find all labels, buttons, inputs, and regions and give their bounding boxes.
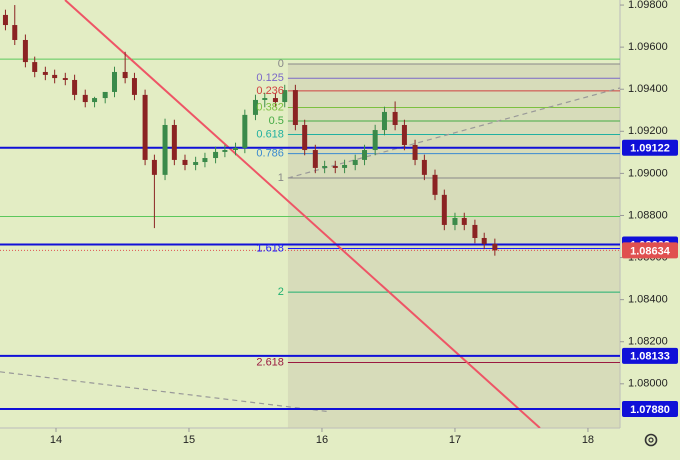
price-badge-label: 1.07880 [630,404,670,416]
candle-body [82,94,88,103]
fib-area [287,63,620,428]
y-tick-label: 1.09600 [628,41,668,53]
y-tick-label: 1.08400 [628,294,668,306]
candle-body [102,91,108,99]
candle-body [112,71,118,92]
gear[interactable] [644,433,658,447]
candle-body [452,217,458,225]
plot [0,0,620,428]
candle-body [272,98,278,103]
y-tick-label: 1.09000 [628,167,668,179]
candle-body [302,124,308,151]
candle-body [222,150,228,152]
candle-body [32,62,38,72]
candle-body [242,114,248,148]
candle-body [213,151,219,159]
x-tick-label: 16 [316,434,328,446]
y-tick-label: 1.08000 [628,378,668,390]
candle-body [362,150,368,160]
price-badge [622,139,678,156]
fib-label: 0.618 [256,128,284,140]
fib-label: 0.236 [256,85,284,97]
candle-body [461,217,467,225]
candle-body [202,158,208,163]
candle-body [481,237,487,244]
candle-body [62,78,68,80]
candle-body [292,90,298,125]
trend-line [0,371,331,413]
candle-body [472,224,478,238]
x-tick-label: 15 [183,434,195,446]
candle-body [421,159,427,175]
fib-label: 1 [278,172,284,184]
price-badge-label: 1.08634 [630,245,671,257]
candle-body [142,94,148,160]
x-tick-label: 14 [50,434,62,446]
candle-body [401,124,407,145]
candle-body [432,174,438,195]
candle-body [182,159,188,165]
fib-label: 0.125 [256,72,284,84]
fib-label: 2.618 [256,356,284,368]
candle-body [233,147,239,151]
y-tick-label: 1.09400 [628,83,668,95]
candle-body [282,90,288,103]
candle-body [72,79,78,95]
candle-body [492,243,498,251]
candle-body [92,98,98,103]
candle-body [412,144,418,160]
candle-body [131,78,137,95]
candle-body [12,25,18,40]
candle-body [22,39,28,63]
candle-body [372,130,378,151]
candle-body [352,159,358,165]
candle-body [322,166,328,168]
y-tick-label: 1.08800 [628,209,668,221]
candle-body [392,111,398,125]
y-tick-label: 1.09800 [628,0,668,11]
price-badge [622,347,678,364]
trend-line [287,87,620,179]
candle-body [252,99,258,115]
x-tick-label: 18 [582,434,594,446]
fib-label: 0.5 [269,115,284,127]
candle-body [342,164,348,168]
price-badge-label: 1.09122 [630,143,670,155]
fib-label: 0 [278,58,284,70]
candle-body [262,98,268,100]
price-badge [622,401,678,418]
settings-icon[interactable] [644,433,658,447]
fib-label: 2 [278,286,284,298]
candle-body [193,162,199,165]
fib-label: 0.786 [256,148,284,160]
candle-body [2,14,8,26]
candle-body [151,159,157,175]
candle-body [332,166,338,168]
candle-body [171,124,177,160]
candle-body [441,194,447,225]
price-badge-label: 1.08133 [630,351,670,363]
fib-label: 1.618 [256,242,284,254]
candle-body [162,124,168,175]
y-tick-label: 1.08200 [628,336,668,348]
y-tick-label: 1.09200 [628,125,668,137]
x-tick-label: 17 [449,434,461,446]
candle-body [312,150,318,168]
candle-body [381,111,387,131]
fib-label: 0.382 [256,101,284,113]
price-badge [622,242,678,259]
gear-hub[interactable] [648,437,654,443]
candle-body [42,71,48,75]
candle-body [52,74,58,79]
candle-body [122,71,128,79]
